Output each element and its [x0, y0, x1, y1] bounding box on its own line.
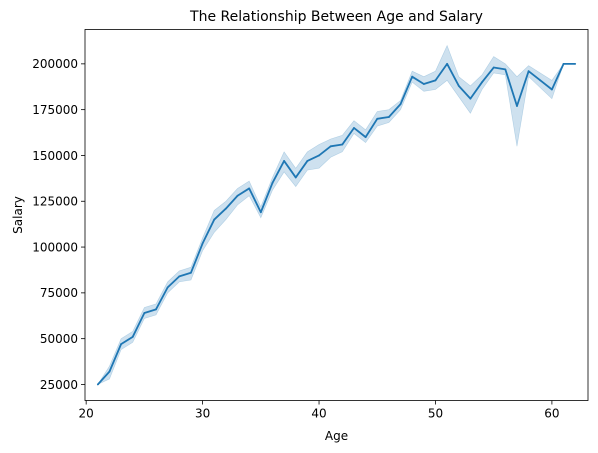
data-point [492, 66, 495, 69]
series-line [97, 62, 576, 386]
data-point [318, 154, 320, 157]
data-point [108, 370, 111, 373]
data-point [574, 62, 577, 65]
y-tick-label: 150000 [32, 149, 78, 163]
x-tick-label: 40 [311, 407, 326, 421]
y-tick-label: 175000 [32, 103, 78, 117]
data-point [422, 83, 425, 85]
plot-area [96, 44, 577, 386]
x-axis-label: Age [325, 429, 348, 443]
data-point [527, 70, 530, 73]
data-point [434, 79, 437, 82]
y-tick-label: 100000 [32, 240, 78, 254]
data-point [539, 79, 542, 82]
data-point [259, 211, 262, 214]
y-axis-label: Salary [11, 196, 25, 234]
x-axis: 20 30 40 50 60 [79, 400, 560, 421]
y-tick-label: 75000 [40, 286, 78, 300]
data-point [516, 105, 518, 107]
data-point [271, 182, 274, 184]
data-point [399, 103, 402, 106]
data-point [143, 312, 146, 314]
x-tick-label: 30 [195, 407, 210, 421]
data-point [178, 275, 181, 278]
data-point [329, 145, 332, 148]
y-tick-label: 25000 [40, 378, 78, 392]
data-point [504, 68, 507, 71]
data-point [131, 335, 134, 338]
y-axis: 25000 50000 75000 100000 125000 150000 175000 2… [32, 57, 85, 392]
data-point [446, 62, 449, 65]
y-tick-label: 125000 [32, 195, 78, 209]
data-point [341, 143, 344, 146]
y-tick-label: 50000 [40, 332, 78, 346]
data-point [294, 176, 297, 179]
data-point [411, 75, 414, 78]
data-point [236, 194, 239, 197]
data-point [120, 343, 122, 346]
data-point [155, 308, 157, 311]
data-point [469, 97, 472, 100]
data-point [364, 136, 367, 139]
data-point [306, 160, 309, 162]
data-point [551, 88, 553, 91]
confidence-band [97, 44, 576, 386]
data-point [248, 187, 251, 190]
axes-frame [84, 29, 589, 401]
data-point [353, 127, 355, 129]
data-point [388, 116, 390, 118]
data-point [201, 242, 204, 245]
x-tick-label: 60 [544, 407, 559, 421]
y-tick-label: 200000 [32, 57, 78, 71]
data-point [224, 207, 227, 210]
data-point [96, 383, 99, 386]
data-point [190, 271, 192, 274]
chart-title: The Relationship Between Age and Salary [189, 9, 483, 25]
data-point [457, 84, 460, 87]
data-point [376, 117, 379, 120]
x-tick-label: 20 [79, 407, 94, 421]
data-point [481, 81, 483, 84]
data-point [213, 218, 216, 221]
data-point [283, 160, 285, 162]
data-point [562, 62, 565, 65]
data-point [166, 286, 169, 289]
x-tick-label: 50 [428, 407, 443, 421]
